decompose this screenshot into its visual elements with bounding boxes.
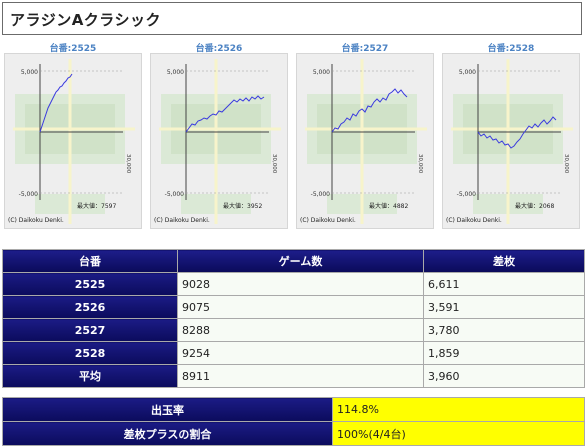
copyright-text: (C) Daikoku Denki. — [446, 217, 502, 224]
table-row: 2528 9254 1,859 — [2, 341, 585, 365]
graph-background-art — [13, 59, 135, 224]
machine-number-cell: 2526 — [2, 295, 178, 319]
graph-title: 台番:2528 — [487, 44, 535, 54]
max-value-label: 最大値：3952 — [223, 202, 262, 210]
table-row-average: 平均 8911 3,960 — [2, 364, 585, 388]
slump-graph-svg: 5,000 -5,000 30,000 最大値：4882 (C) Daikoku… — [300, 59, 427, 224]
graph-frame: 5,000 -5,000 30,000 最大値：2068 (C) Daikoku… — [442, 53, 580, 229]
graph-panel-2527: 台番:2527 5,000 -5,000 30,000 最大値：4882 — [296, 41, 434, 231]
plus-ratio-value: 100%(4/4台) — [332, 421, 585, 446]
copyright-text: (C) Daikoku Denki. — [300, 217, 356, 224]
column-header-games: ゲーム数 — [177, 249, 424, 273]
payout-rate-value: 114.8% — [332, 397, 585, 422]
games-cell: 9028 — [177, 272, 424, 296]
graph-frame: 5,000 -5,000 30,000 最大値：4882 (C) Daikoku… — [296, 53, 434, 229]
slump-line — [477, 116, 557, 149]
summary-row-payout: 出玉率 114.8% — [2, 397, 585, 422]
summary-table: 出玉率 114.8% 差枚プラスの割合 100%(4/4台) — [2, 397, 585, 446]
graph-background-art — [159, 59, 281, 224]
column-header-diff: 差枚 — [423, 249, 585, 273]
machine-number-cell: 2528 — [2, 341, 178, 365]
max-value-label: 最大値：7597 — [77, 202, 116, 210]
games-cell: 9075 — [177, 295, 424, 319]
x-axis-end-label: 30,000 — [417, 154, 423, 174]
payout-rate-label: 出玉率 — [2, 397, 333, 422]
y-axis-top-label: 5,000 — [21, 69, 38, 76]
x-axis-end-label: 30,000 — [271, 154, 277, 174]
graph-panel-2526: 台番:2526 5,000 -5,000 30,000 最大値：3952 — [150, 41, 288, 231]
graph-title: 台番:2525 — [49, 44, 97, 54]
diff-cell: 1,859 — [423, 341, 585, 365]
slump-line — [331, 88, 408, 133]
copyright-text: (C) Daikoku Denki. — [154, 217, 210, 224]
machine-number-cell: 2525 — [2, 272, 178, 296]
machine-number-cell: 2527 — [2, 318, 178, 342]
table-row: 2525 9028 6,611 — [2, 272, 585, 296]
page-title: アラジンAクラシック — [10, 11, 162, 29]
y-axis-top-label: 5,000 — [459, 69, 476, 76]
graph-background-art — [451, 59, 573, 224]
graph-title: 台番:2526 — [195, 44, 243, 54]
graph-frame: 5,000 -5,000 30,000 最大値：7597 (C) Daikoku… — [4, 53, 142, 229]
y-axis-top-label: 5,000 — [167, 69, 184, 76]
diff-cell: 3,780 — [423, 318, 585, 342]
y-axis-top-label: 5,000 — [313, 69, 330, 76]
table-row: 2526 9075 3,591 — [2, 295, 585, 319]
copyright-text: (C) Daikoku Denki. — [8, 217, 64, 224]
slump-line — [185, 95, 265, 133]
games-cell: 8911 — [177, 364, 424, 388]
graph-frame: 5,000 -5,000 30,000 最大値：3952 (C) Daikoku… — [150, 53, 288, 229]
table-row: 2527 8288 3,780 — [2, 318, 585, 342]
slump-graph-svg: 5,000 -5,000 30,000 最大値：7597 (C) Daikoku… — [8, 59, 135, 224]
slump-graph-svg: 5,000 -5,000 30,000 最大値：3952 (C) Daikoku… — [154, 59, 281, 224]
graph-background-art — [305, 59, 427, 224]
graph-panel-2525: 台番:2525 5,000 -5,000 30,000 最大値：7597 — [4, 41, 142, 231]
average-label-cell: 平均 — [2, 364, 178, 388]
diff-cell: 3,591 — [423, 295, 585, 319]
max-value-label: 最大値：2068 — [515, 202, 554, 210]
graph-strip: 台番:2525 5,000 -5,000 30,000 最大値：7597 — [4, 41, 584, 231]
slump-line — [39, 73, 73, 133]
y-axis-bottom-label: -5,000 — [311, 191, 331, 198]
summary-row-plus-ratio: 差枚プラスの割合 100%(4/4台) — [2, 421, 585, 446]
x-axis-end-label: 30,000 — [125, 154, 131, 174]
y-axis-bottom-label: -5,000 — [165, 191, 185, 198]
y-axis-bottom-label: -5,000 — [19, 191, 39, 198]
graph-panel-2528: 台番:2528 5,000 -5,000 30,000 最大値：2068 — [442, 41, 580, 231]
games-cell: 8288 — [177, 318, 424, 342]
machine-data-table: 台番 ゲーム数 差枚 2525 9028 6,611 2526 9075 3,5… — [2, 249, 585, 388]
plus-ratio-label: 差枚プラスの割合 — [2, 421, 333, 446]
table-header-row: 台番 ゲーム数 差枚 — [2, 249, 585, 273]
page-header: アラジンAクラシック — [2, 2, 582, 35]
x-axis-end-label: 30,000 — [563, 154, 569, 174]
diff-cell: 3,960 — [423, 364, 585, 388]
y-axis-bottom-label: -5,000 — [457, 191, 477, 198]
graph-title: 台番:2527 — [341, 44, 389, 54]
slump-graph-svg: 5,000 -5,000 30,000 最大値：2068 (C) Daikoku… — [446, 59, 573, 224]
max-value-label: 最大値：4882 — [369, 202, 408, 210]
column-header-machine: 台番 — [2, 249, 178, 273]
diff-cell: 6,611 — [423, 272, 585, 296]
games-cell: 9254 — [177, 341, 424, 365]
